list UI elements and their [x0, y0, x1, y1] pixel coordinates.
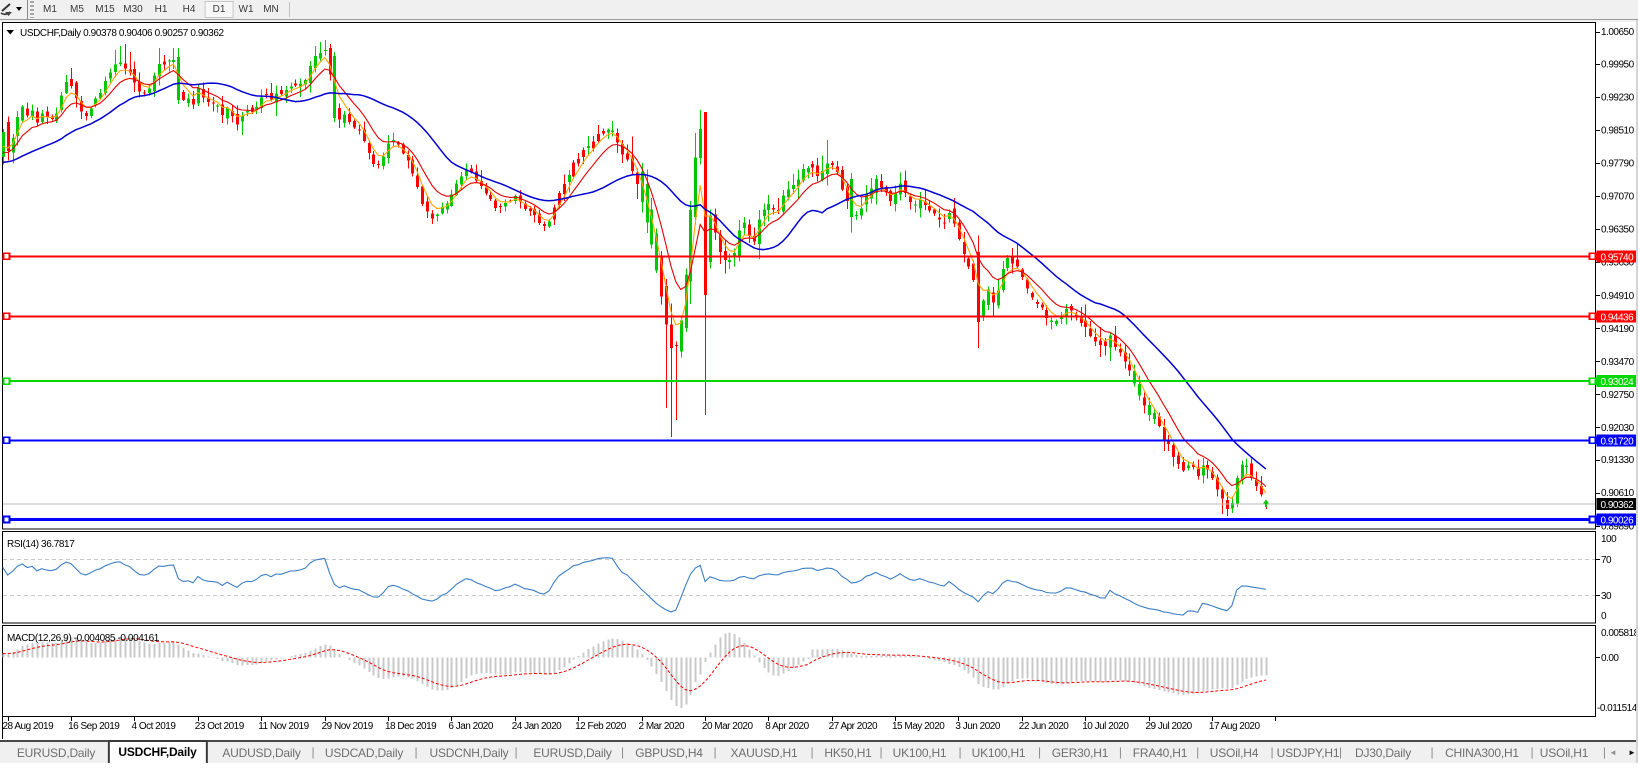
svg-text:0.99950: 0.99950: [1601, 59, 1635, 70]
svg-text:24 Jan 2020: 24 Jan 2020: [512, 721, 562, 732]
svg-text:28 Aug 2019: 28 Aug 2019: [3, 721, 55, 732]
svg-text:0.94910: 0.94910: [1601, 291, 1635, 302]
svg-text:23 Oct 2019: 23 Oct 2019: [195, 721, 245, 732]
svg-text:16 Sep 2019: 16 Sep 2019: [68, 721, 120, 732]
svg-text:17 Aug 2020: 17 Aug 2020: [1209, 721, 1261, 732]
svg-text:8 Apr 2020: 8 Apr 2020: [765, 721, 809, 732]
svg-text:22 Jun 2020: 22 Jun 2020: [1019, 721, 1069, 732]
svg-text:0.91330: 0.91330: [1601, 455, 1635, 466]
svg-text:0.99230: 0.99230: [1601, 92, 1635, 103]
svg-text:USDCHF,Daily 0.90378 0.90406: USDCHF,Daily 0.90378 0.90406 0.90257 0.9…: [20, 28, 225, 39]
svg-text:100: 100: [1601, 534, 1617, 545]
svg-text:0.92030: 0.92030: [1601, 423, 1635, 434]
svg-text:12 Feb 2020: 12 Feb 2020: [575, 721, 627, 732]
svg-text:0.98510: 0.98510: [1601, 126, 1635, 137]
svg-text:0.93470: 0.93470: [1601, 357, 1635, 368]
svg-text:0.97070: 0.97070: [1601, 192, 1635, 203]
svg-text:0.005818: 0.005818: [1601, 628, 1638, 639]
svg-text:27 Apr 2020: 27 Apr 2020: [829, 721, 878, 732]
svg-text:0.90362: 0.90362: [1601, 500, 1635, 511]
svg-text:29 Jul 2020: 29 Jul 2020: [1146, 721, 1193, 732]
svg-text:0: 0: [1601, 611, 1607, 622]
svg-text:4 Oct 2019: 4 Oct 2019: [132, 721, 177, 732]
svg-text:10 Jul 2020: 10 Jul 2020: [1082, 721, 1129, 732]
svg-text:0.93024: 0.93024: [1601, 377, 1635, 388]
svg-text:15 May 2020: 15 May 2020: [892, 721, 945, 732]
svg-text:0.94436: 0.94436: [1601, 312, 1635, 323]
svg-text:0.92750: 0.92750: [1601, 390, 1635, 401]
svg-text:1.00650: 1.00650: [1601, 27, 1635, 38]
svg-text:MACD(12,26,9) -0.004085 -0.004: MACD(12,26,9) -0.004085 -0.004161: [7, 633, 160, 644]
svg-text:3 Jun 2020: 3 Jun 2020: [955, 721, 1000, 732]
svg-text:30: 30: [1601, 591, 1612, 602]
svg-text:0.90610: 0.90610: [1601, 488, 1635, 499]
svg-text:0.90026: 0.90026: [1601, 516, 1635, 527]
svg-text:11 Nov 2019: 11 Nov 2019: [258, 721, 309, 732]
svg-text:-0.011514: -0.011514: [1597, 703, 1638, 714]
svg-text:0.97790: 0.97790: [1601, 159, 1635, 170]
svg-text:29 Nov 2019: 29 Nov 2019: [322, 721, 374, 732]
svg-text:0.96350: 0.96350: [1601, 225, 1635, 236]
svg-text:0.94190: 0.94190: [1601, 324, 1635, 335]
svg-text:6 Jan 2020: 6 Jan 2020: [448, 721, 493, 732]
svg-text:18 Dec 2019: 18 Dec 2019: [385, 721, 437, 732]
svg-text:20 Mar 2020: 20 Mar 2020: [702, 721, 754, 732]
svg-text:2 Mar 2020: 2 Mar 2020: [639, 721, 686, 732]
svg-text:0.95740: 0.95740: [1601, 252, 1635, 263]
svg-text:70: 70: [1601, 555, 1612, 566]
svg-text:0.00: 0.00: [1601, 653, 1619, 664]
svg-text:0.91720: 0.91720: [1601, 436, 1635, 447]
svg-text:RSI(14) 36.7817: RSI(14) 36.7817: [7, 539, 75, 550]
